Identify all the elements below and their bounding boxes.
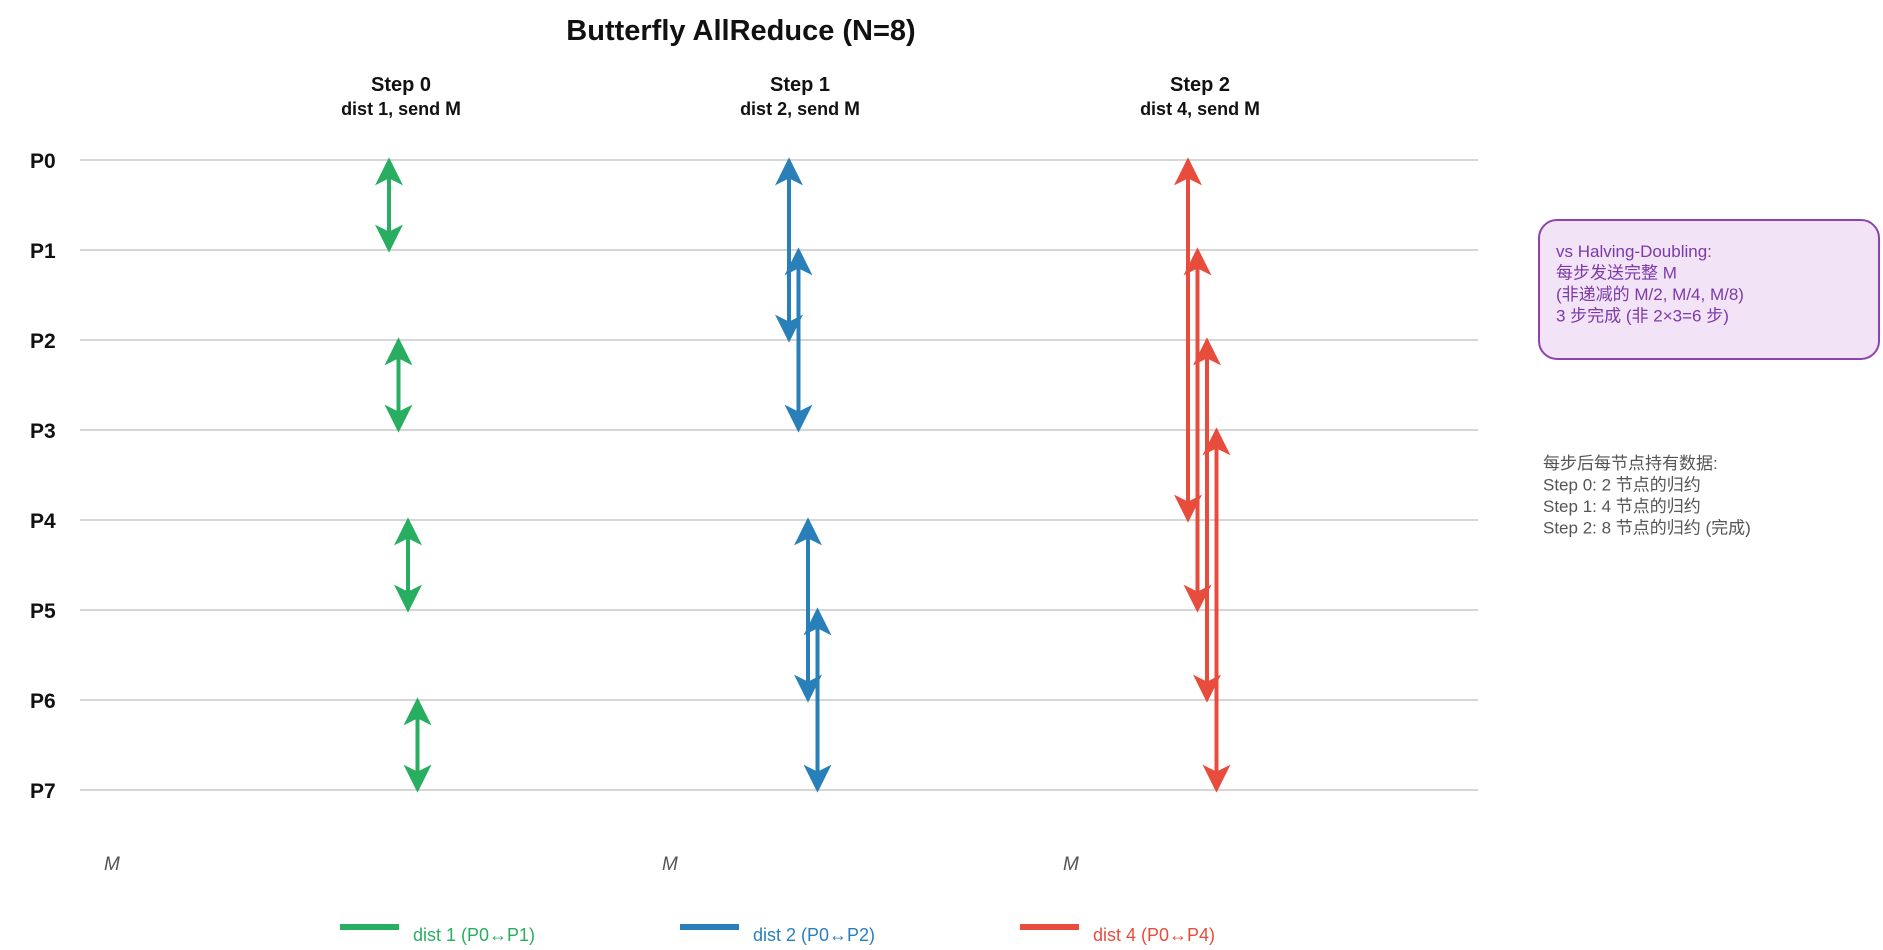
process-label: P0 [30,150,56,173]
step-subtitle-m: M [445,99,461,120]
legend-label: dist 4 (P0↔P4) [1093,925,1215,945]
note-line: 每步发送完整 M [1556,264,1677,283]
message-size-label: M [104,854,120,875]
step-subtitle-m: M [1244,99,1260,120]
step-subtitle: dist 4, send M [1140,99,1260,120]
process-label: P4 [30,510,56,533]
step-subtitle-m: M [844,99,860,120]
legend-label: dist 1 (P0↔P1) [413,925,535,945]
legend-item: dist 1 (P0↔P1) [340,924,535,945]
info-line: Step 1: 4 节点的归约 [1543,497,1701,516]
process-label: P2 [30,330,56,353]
info-line: Step 2: 8 节点的归约 (完成) [1543,519,1751,538]
step-title: Step 1 [770,74,830,96]
legend-label: dist 2 (P0↔P2) [753,925,875,945]
exchange-arrows [375,157,1231,793]
note-line: (非递减的 M/2, M/4, M/8) [1556,285,1744,304]
legend: dist 1 (P0↔P1) dist 2 (P0↔P2) dist 4 (P0↔P… [340,924,1215,945]
process-label: P5 [30,600,56,623]
step-title: Step 2 [1170,74,1230,96]
diagram-title: Butterfly AllReduce (N=8) [566,15,915,47]
step-subtitle: dist 2, send M [740,99,860,120]
note-line: 3 步完成 (非 2×3=6 步) [1556,307,1729,326]
data-holding-info: 每步后每节点持有数据: Step 0: 2 节点的归约 Step 1: 4 节点的归… [1543,454,1751,538]
process-label: P1 [30,240,56,263]
step-headers: Step 0 dist 1, send M Step 1 dist 2, send M… [341,74,1260,120]
note-line: vs Halving-Doubling: [1556,242,1712,261]
step-title: Step 0 [371,74,431,96]
step-subtitle: dist 1, send M [341,99,461,120]
legend-item: dist 2 (P0↔P2) [680,924,875,945]
process-label: P7 [30,780,56,803]
info-line: 每步后每节点持有数据: [1543,454,1718,473]
info-line: Step 0: 2 节点的归约 [1543,476,1701,495]
message-size-label: M [662,854,678,875]
step-subtitle-text: dist 1, send [341,99,445,119]
comparison-note: vs Halving-Doubling: 每步发送完整 M (非递减的 M/2, M… [1538,219,1880,360]
step-subtitle-text: dist 2, send [740,99,844,119]
step-subtitle-text: dist 4, send [1140,99,1244,119]
process-rails: P0 P1 P2 P3 P4 P5 P6 P7 [30,150,1478,803]
process-label: P6 [30,690,56,713]
note-box [1538,219,1880,360]
legend-item: dist 4 (P0↔P4) [1020,924,1215,945]
process-label: P3 [30,420,56,443]
message-size-label: M [1063,854,1079,875]
